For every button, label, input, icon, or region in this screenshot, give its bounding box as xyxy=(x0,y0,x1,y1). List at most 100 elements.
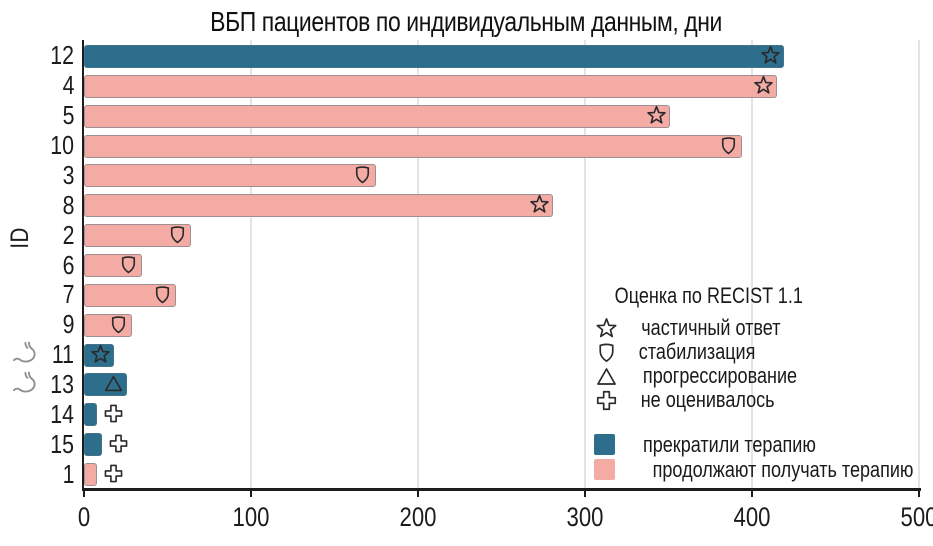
star-marker xyxy=(752,74,775,97)
star-marker xyxy=(645,104,668,127)
bar-patient-10 xyxy=(84,134,742,158)
bar-patient-11 xyxy=(84,343,115,367)
discontinued-color-swatch xyxy=(594,434,615,455)
x-axis-tick-label: 0 xyxy=(77,502,91,532)
patient-id-label: 14 xyxy=(50,398,74,429)
patient-id-label: 3 xyxy=(62,159,74,190)
star-icon xyxy=(594,316,619,341)
star-marker xyxy=(759,44,782,67)
legend-item-label: частичный ответ xyxy=(641,315,781,340)
x-axis-tick-label: 200 xyxy=(399,502,437,532)
continuing-color-swatch xyxy=(594,459,615,480)
stomach-icon xyxy=(10,340,38,368)
shield-marker xyxy=(717,134,740,157)
legend-title: Оценка по RECIST 1.1 xyxy=(614,283,803,308)
bar-patient-15 xyxy=(84,433,103,457)
shield-icon xyxy=(599,343,614,362)
gridline xyxy=(584,40,586,488)
patient-id-label: 15 xyxy=(50,428,74,459)
cross-marker xyxy=(107,432,130,455)
bar-patient-4 xyxy=(84,74,778,98)
star-icon xyxy=(754,75,773,94)
star-icon xyxy=(647,105,666,124)
x-axis-tick xyxy=(83,491,85,497)
patient-id-label: 10 xyxy=(50,130,74,161)
stomach-icon xyxy=(10,370,38,398)
patient-id-label: 11 xyxy=(51,339,74,370)
x-axis-tick xyxy=(417,491,419,497)
legend-series-continuing: продолжают получать терапию xyxy=(594,457,933,482)
legend-series-label: прекратили терапию xyxy=(642,431,816,457)
cross-marker xyxy=(102,462,125,485)
shield-icon xyxy=(170,226,184,244)
patient-id-label: 6 xyxy=(62,249,74,280)
gridline xyxy=(250,40,252,488)
cross-icon xyxy=(596,390,617,410)
patient-id-label: 8 xyxy=(62,189,74,220)
patient-id-label: 9 xyxy=(62,309,74,340)
bar-patient-7 xyxy=(84,283,176,307)
x-axis-tick-label: 300 xyxy=(566,502,604,532)
triangle-marker xyxy=(102,372,125,395)
shield-marker xyxy=(166,223,189,246)
legend: Оценка по RECIST 1.1 частичный ответ ста… xyxy=(594,283,933,482)
legend-series-discontinued: прекратили терапию xyxy=(594,432,933,457)
x-axis-tick xyxy=(751,491,753,497)
cross-icon xyxy=(104,404,123,423)
cross-icon xyxy=(104,464,123,483)
cross-icon xyxy=(109,434,128,453)
shield-marker xyxy=(117,253,140,276)
bar-patient-3 xyxy=(84,164,377,188)
bar-patient-8 xyxy=(84,194,554,218)
legend-item-label: не оценивалось xyxy=(640,387,775,412)
patient-id-label: 7 xyxy=(62,279,74,310)
shield-icon xyxy=(122,256,136,274)
shield-icon xyxy=(594,340,619,365)
x-axis-tick xyxy=(918,491,920,497)
x-axis-tick-label: 500 xyxy=(900,502,933,532)
x-axis-line xyxy=(82,488,921,491)
stomach-icon xyxy=(13,371,36,393)
patient-id-label: 12 xyxy=(50,40,74,71)
gridline xyxy=(918,40,920,488)
shield-icon xyxy=(155,286,169,304)
triangle-icon xyxy=(105,376,123,392)
x-axis-tick xyxy=(584,491,586,497)
triangle-icon xyxy=(597,367,616,385)
legend-item-label: стабилизация xyxy=(638,339,756,364)
legend-item-progression: прогрессирование xyxy=(594,363,933,389)
legend-series: прекратили терапию продолжают получать т… xyxy=(594,432,933,482)
chart-title: ВБП пациентов по индивидуальным данным, … xyxy=(210,6,723,37)
shield-marker xyxy=(151,283,174,306)
gridline xyxy=(417,40,419,488)
patient-id-label: 1 xyxy=(62,458,74,489)
x-axis-tick-label: 400 xyxy=(733,502,771,532)
triangle-icon xyxy=(594,364,619,389)
bar-patient-14 xyxy=(84,403,98,427)
bar-patient-12 xyxy=(84,44,784,68)
legend-series-label: продолжают получать терапию xyxy=(652,456,914,482)
x-axis-tick xyxy=(250,491,252,497)
bar-patient-2 xyxy=(84,224,191,248)
shield-marker xyxy=(351,163,374,186)
bar-patient-1 xyxy=(84,463,98,487)
bar-patient-5 xyxy=(84,104,671,128)
legend-item-partial-response: частичный ответ xyxy=(594,315,933,341)
patient-id-label: 2 xyxy=(62,219,74,250)
star-marker xyxy=(89,343,112,366)
legend-item-stabilization: стабилизация xyxy=(594,339,933,365)
shield-icon xyxy=(721,136,736,154)
gridline xyxy=(751,40,753,488)
star-icon xyxy=(760,45,780,64)
star-icon xyxy=(91,344,110,363)
legend-item-not-evaluated: не оценивалось xyxy=(594,387,933,412)
shield-marker xyxy=(107,313,130,336)
shield-icon xyxy=(112,315,126,333)
shield-icon xyxy=(356,166,370,184)
cross-marker xyxy=(102,402,125,425)
star-marker xyxy=(528,193,551,216)
patient-id-label: 5 xyxy=(62,100,74,131)
y-axis-line xyxy=(82,40,84,490)
